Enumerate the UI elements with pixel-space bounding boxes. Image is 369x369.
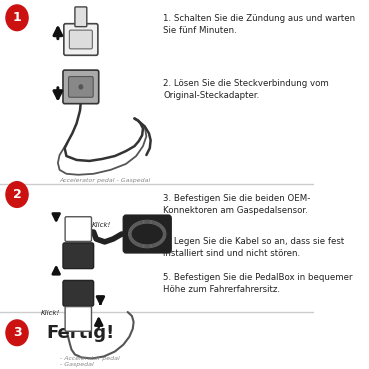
Text: 5. Befestigen Sie die PedalBox in bequemer
Höhe zum Fahrerfahrersitz.: 5. Befestigen Sie die PedalBox in bequem… — [163, 273, 353, 294]
FancyBboxPatch shape — [63, 280, 94, 306]
Text: Klick!: Klick! — [92, 222, 111, 228]
FancyBboxPatch shape — [63, 243, 94, 269]
Text: 4. Legen Sie die Kabel so an, dass sie fest
installiert sind und nicht stören.: 4. Legen Sie die Kabel so an, dass sie f… — [163, 237, 345, 258]
Text: 2: 2 — [13, 188, 21, 201]
Circle shape — [6, 182, 28, 207]
Circle shape — [6, 320, 28, 346]
Text: Fertig!: Fertig! — [47, 324, 115, 342]
Circle shape — [79, 85, 83, 89]
Text: 3: 3 — [13, 326, 21, 339]
Text: 1. Schalten Sie die Zündung aus und warten
Sie fünf Minuten.: 1. Schalten Sie die Zündung aus und wart… — [163, 14, 356, 35]
Text: - Accelerator pedal
- Gaspedal: - Accelerator pedal - Gaspedal — [59, 356, 119, 367]
Text: Accelerator pedal - Gaspedal: Accelerator pedal - Gaspedal — [59, 178, 151, 183]
FancyBboxPatch shape — [69, 30, 92, 49]
Text: 2. Lösen Sie die Steckverbindung vom
Original-Steckadapter.: 2. Lösen Sie die Steckverbindung vom Ori… — [163, 79, 329, 100]
Text: 1: 1 — [13, 11, 21, 24]
FancyBboxPatch shape — [64, 24, 98, 55]
FancyBboxPatch shape — [63, 70, 99, 104]
FancyBboxPatch shape — [75, 7, 87, 27]
FancyBboxPatch shape — [123, 215, 171, 253]
Text: Klick!: Klick! — [41, 310, 60, 316]
FancyBboxPatch shape — [69, 76, 93, 97]
FancyBboxPatch shape — [65, 307, 92, 331]
Text: 3. Befestigen Sie die beiden OEM-
Konnektoren am Gaspedalsensor.: 3. Befestigen Sie die beiden OEM- Konnek… — [163, 193, 311, 215]
FancyBboxPatch shape — [65, 217, 92, 241]
Circle shape — [6, 5, 28, 31]
